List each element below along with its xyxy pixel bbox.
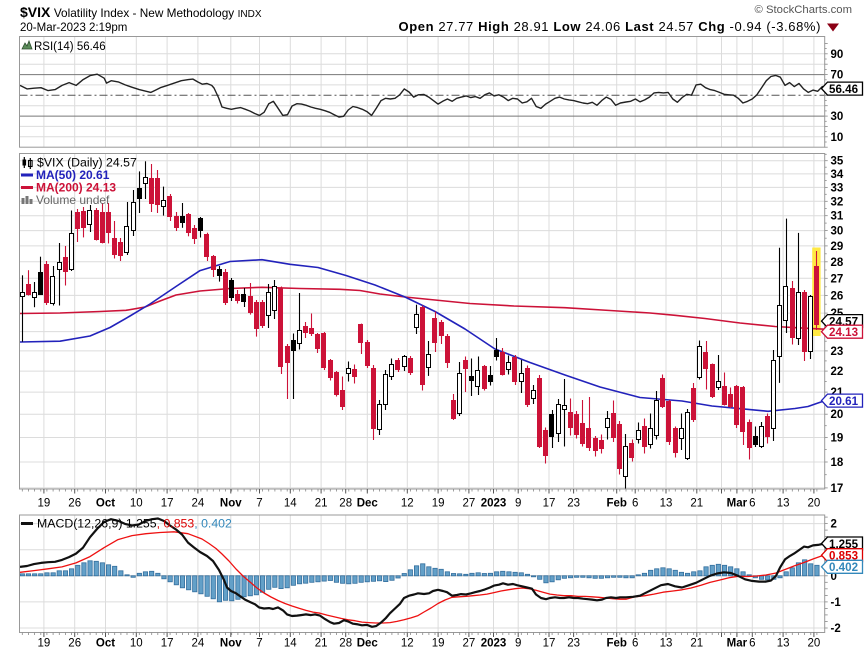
svg-text:21: 21 [315, 638, 328, 650]
svg-text:27: 27 [463, 638, 476, 650]
svg-text:0.402: 0.402 [829, 561, 858, 574]
svg-text:7: 7 [256, 498, 262, 510]
svg-text:Open 27.77 High 28.91 Low 24.0: Open 27.77 High 28.91 Low 24.06 Last 24.… [398, 19, 821, 34]
svg-text:27: 27 [831, 273, 844, 285]
svg-text:13: 13 [777, 638, 790, 650]
svg-text:1.255: 1.255 [829, 538, 859, 551]
svg-text:23: 23 [567, 498, 580, 510]
svg-text:10: 10 [831, 132, 844, 144]
svg-text:10: 10 [130, 498, 143, 510]
svg-text:23: 23 [567, 638, 580, 650]
svg-text:19: 19 [38, 498, 51, 510]
svg-text:20.61: 20.61 [829, 395, 859, 408]
svg-text:20-Mar-2023 2:19pm: 20-Mar-2023 2:19pm [20, 22, 127, 34]
svg-text:12: 12 [401, 638, 414, 650]
svg-text:24: 24 [192, 498, 205, 510]
svg-text:30: 30 [831, 111, 844, 123]
svg-text:Volume undef: Volume undef [36, 193, 110, 207]
svg-text:9: 9 [515, 638, 521, 650]
svg-text:24.13: 24.13 [829, 326, 859, 339]
svg-text:RSI(14) 56.46: RSI(14) 56.46 [34, 41, 106, 53]
svg-text:Nov: Nov [220, 498, 242, 510]
svg-text:35: 35 [831, 156, 844, 168]
svg-text:28: 28 [339, 638, 352, 650]
svg-text:$VIX (Daily) 24.57: $VIX (Daily) 24.57 [37, 156, 137, 170]
svg-text:19: 19 [432, 638, 445, 650]
svg-text:17: 17 [161, 638, 174, 650]
svg-text:28: 28 [831, 257, 844, 269]
svg-text:31: 31 [831, 211, 844, 223]
svg-text:-1: -1 [831, 597, 842, 609]
svg-text:7: 7 [256, 638, 262, 650]
svg-text:18: 18 [831, 457, 844, 469]
svg-text:0.853: 0.853 [829, 550, 859, 563]
svg-text:Mar: Mar [727, 498, 748, 510]
svg-text:26: 26 [831, 290, 844, 302]
svg-text:6: 6 [632, 498, 638, 510]
svg-text:6: 6 [749, 498, 755, 510]
svg-text:13: 13 [660, 498, 673, 510]
svg-text:28: 28 [339, 498, 352, 510]
svg-text:24: 24 [192, 638, 205, 650]
svg-text:33: 33 [831, 182, 844, 194]
svg-text:2023: 2023 [481, 498, 507, 510]
svg-text:20: 20 [808, 498, 821, 510]
svg-text:13: 13 [777, 498, 790, 510]
svg-text:22: 22 [831, 366, 844, 378]
svg-text:23: 23 [831, 346, 844, 358]
svg-text:13: 13 [660, 638, 673, 650]
svg-text:MA(200) 24.13: MA(200) 24.13 [36, 181, 116, 195]
svg-text:$VIX Volatility Index - New Me: $VIX Volatility Index - New Methodology … [20, 4, 262, 20]
svg-text:90: 90 [831, 49, 844, 61]
svg-text:Dec: Dec [357, 638, 379, 650]
svg-text:19: 19 [831, 433, 844, 445]
svg-text:14: 14 [284, 638, 297, 650]
svg-text:20: 20 [831, 409, 844, 421]
svg-text:6: 6 [632, 638, 638, 650]
svg-text:0: 0 [831, 571, 837, 583]
svg-text:26: 26 [68, 498, 81, 510]
svg-text:32: 32 [831, 196, 844, 208]
svg-text:21: 21 [690, 638, 703, 650]
svg-text:19: 19 [38, 638, 51, 650]
svg-text:Feb: Feb [606, 638, 626, 650]
svg-text:26: 26 [68, 638, 81, 650]
svg-text:Oct: Oct [96, 498, 115, 510]
svg-text:17: 17 [831, 483, 844, 495]
svg-text:27: 27 [463, 498, 476, 510]
svg-text:14: 14 [284, 498, 297, 510]
svg-text:20: 20 [808, 638, 821, 650]
svg-text:19: 19 [432, 498, 445, 510]
svg-text:6: 6 [749, 638, 755, 650]
svg-text:70: 70 [831, 70, 844, 82]
svg-text:34: 34 [831, 169, 844, 181]
svg-text:MA(50) 20.61: MA(50) 20.61 [36, 168, 110, 182]
svg-text:17: 17 [161, 498, 174, 510]
svg-text:29: 29 [831, 241, 844, 253]
svg-text:MACD(12,26,9) 1.255, 0.853, 0.: MACD(12,26,9) 1.255, 0.853, 0.402 [37, 517, 232, 531]
svg-text:© StockCharts.com: © StockCharts.com [755, 4, 852, 16]
svg-text:Nov: Nov [220, 638, 242, 650]
svg-text:30: 30 [831, 226, 844, 238]
svg-text:21: 21 [315, 498, 328, 510]
svg-text:Mar: Mar [727, 638, 748, 650]
svg-text:2023: 2023 [481, 638, 507, 650]
svg-text:Oct: Oct [96, 638, 115, 650]
svg-text:17: 17 [543, 638, 556, 650]
svg-text:-2: -2 [831, 623, 841, 635]
svg-text:2: 2 [831, 519, 837, 531]
svg-text:12: 12 [401, 498, 414, 510]
svg-text:56.46: 56.46 [829, 83, 859, 96]
svg-text:21: 21 [690, 498, 703, 510]
svg-text:9: 9 [515, 498, 521, 510]
svg-text:10: 10 [130, 638, 143, 650]
svg-text:Feb: Feb [606, 498, 626, 510]
svg-text:Dec: Dec [357, 498, 379, 510]
svg-text:17: 17 [543, 498, 556, 510]
